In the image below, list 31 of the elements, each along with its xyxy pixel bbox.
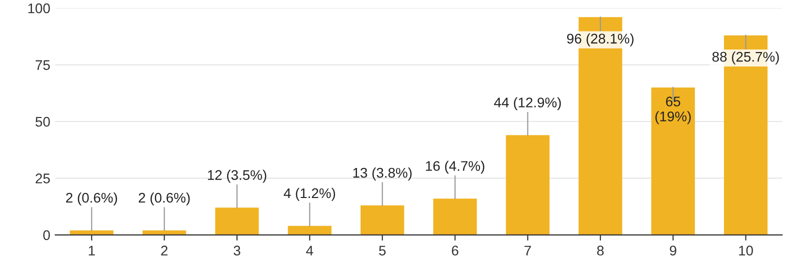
x-tick-label: 7 [524,246,531,256]
bar [360,205,404,235]
y-tick-label: 50 [36,116,50,127]
data-label: 44 (12.9%) [494,97,561,110]
x-tick-label: 4 [306,246,314,256]
data-label: 96 (28.1%) [567,33,634,46]
y-tick-label: 25 [36,174,50,184]
data-label: 88 (25.7%) [712,52,779,64]
x-tick-label: 10 [739,246,753,256]
data-label: 13 (3.8%) [353,168,412,180]
data-label: 65 (19%) [655,96,691,124]
data-label: 16 (4.7%) [426,160,484,174]
bar [651,87,695,235]
bar [506,135,550,235]
data-label: 2 (0.6%) [66,192,118,206]
y-tick-label: 100 [28,3,50,14]
y-tick-label: 75 [36,60,50,70]
bar [215,208,259,235]
data-label: 12 (3.5%) [208,170,266,183]
x-tick-label: 5 [379,246,386,256]
x-tick-label: 1 [88,246,95,256]
x-tick-label: 3 [234,246,240,256]
bar [288,226,332,235]
data-label: 2 (0.6%) [138,192,190,206]
bar [433,198,477,235]
x-tick-label: 9 [670,246,676,256]
data-label: 4 (1.2%) [284,188,336,201]
y-tick-label: 0 [43,230,50,240]
x-tick-label: 2 [161,246,168,256]
x-tick-label: 6 [452,246,458,256]
x-tick-label: 8 [597,246,604,256]
